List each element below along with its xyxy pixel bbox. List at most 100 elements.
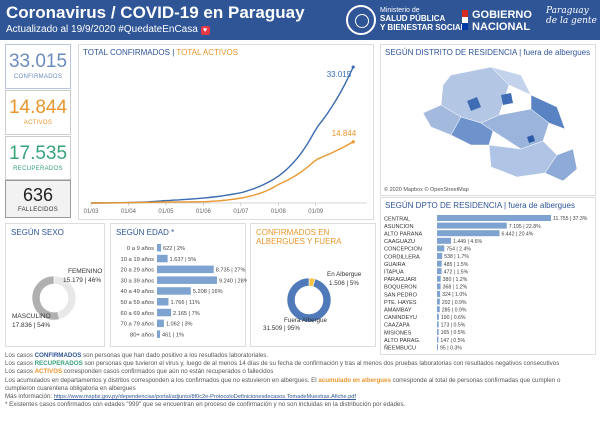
activos-endpoint: [351, 140, 355, 144]
info-link[interactable]: https://www.mspbs.gov.py/dependencias/po…: [53, 394, 356, 401]
dpto-value: 11.755 | 37.3%: [553, 216, 588, 222]
dpto-value: 285 | 0.9%: [442, 307, 467, 313]
dpto-bar: [437, 237, 452, 244]
age-label: 60 a 69 años: [120, 311, 154, 317]
x-tick-label: 01/08: [271, 209, 287, 215]
dpto-label: CAAZAPA: [384, 323, 410, 329]
dpto-value: 472 | 1.5%: [444, 269, 469, 275]
page-subtitle: Actualizado al 19/9/2020 #QuedateEnCasa …: [6, 24, 210, 35]
slice-fuera-albergue: [286, 277, 332, 323]
dpto-label: CAAGUAZU: [384, 239, 415, 245]
x-tick-label: 01/06: [196, 209, 212, 215]
dpto-value: 95 | 0.3%: [440, 345, 462, 351]
label-en-albergue: En Albergue: [327, 271, 362, 278]
gov-line1: GOBIERNO: [472, 9, 532, 21]
note-confirmados: Los casos CONFIRMADOS son personas que h…: [5, 352, 269, 359]
dpto-bar: [437, 344, 438, 351]
dpto-panel[interactable]: SEGÚN DPTO DE RESIDENCIA | fuera de albe…: [380, 197, 596, 355]
age-label: 20 a 29 años: [120, 268, 154, 274]
label-femenino: FEMENINO: [68, 268, 102, 275]
note-recuperados: Los casos RECUPERADOS son personas que t…: [5, 360, 560, 368]
stat-fallecidos[interactable]: 636 FALLECIDOS: [5, 180, 71, 218]
age-bar: [157, 308, 172, 317]
dpto-bar: [437, 298, 440, 305]
dpto-label: GUAIRA: [384, 262, 406, 268]
dpto-value: 754 | 2.4%: [446, 247, 471, 253]
albergue-donut: En Albergue 1.506 | 5% Fuera Albergue31.50…: [263, 271, 362, 332]
note-edades: * Existentes casos confirmados con edade…: [5, 401, 406, 409]
age-bar: [157, 319, 164, 328]
edad-bar-chart: 0 a 9 años 622 | 2% 10 a 19 años 1.637 | 5%…: [120, 244, 247, 338]
albergue-title: CONFIRMADOS EN ALBERGUES Y FUERA: [256, 228, 342, 246]
dpto-bar: [437, 283, 441, 290]
header-bar: Coronavirus / COVID-19 en Paraguay Actua…: [0, 0, 600, 40]
albergue-panel[interactable]: CONFIRMADOS EN ALBERGUES Y FUERA En Albe…: [250, 223, 376, 347]
dpto-bar: [437, 329, 439, 335]
age-label: 0 a 9 años: [127, 246, 154, 252]
dpto-value: 292 | 0.9%: [442, 300, 467, 306]
dpto-label: PTE. HAYES: [384, 300, 417, 306]
age-bar: [157, 276, 217, 284]
dpto-value: 538 | 1.7%: [444, 254, 469, 260]
dpto-label: PARAGUARI: [384, 277, 417, 283]
x-tick-label: 01/05: [158, 209, 174, 215]
label-masculino: MASCULINO: [12, 313, 51, 320]
dpto-label: CANINDEYU: [384, 315, 417, 321]
age-value: 2.165 | 7%: [173, 311, 200, 317]
ministry-seal-icon: [346, 5, 376, 35]
paraguay-map[interactable]: [381, 45, 597, 197]
note-albergues-cont: cumplieron cuarentena obligatoria en alb…: [5, 384, 136, 392]
age-label: 50 a 59 años: [120, 300, 154, 306]
title-separator: |: [169, 48, 177, 57]
stat-confirmados[interactable]: 33.015 CONFIRMADOS: [5, 44, 71, 89]
dpto-bar-chart: CENTRAL 11.755 | 37.3% ASUNCION 7.195 | 22.…: [384, 215, 588, 352]
dpto-label: CENTRAL: [384, 216, 410, 222]
stat-recuperados[interactable]: 17.535 RECUPERADOS: [5, 136, 71, 180]
line-chart-panel[interactable]: TOTAL CONFIRMADOS | TOTAL ACTIVOS 01/03 0…: [78, 44, 374, 220]
stat-label: FALLECIDOS: [17, 207, 58, 213]
dpto-bar: [437, 222, 507, 229]
slogan-line2: de la gente: [546, 16, 597, 26]
dpto-title: SEGÚN DPTO DE RESIDENCIA | fuera de albe…: [385, 201, 576, 210]
dpto-label: ÑEEMBUCU: [384, 345, 416, 352]
sexo-panel[interactable]: SEGÚN SEXO FEMENINO 15.179 | 46% MASCULINO…: [5, 223, 105, 347]
stat-activos[interactable]: 14.844 ACTIVOS: [5, 90, 71, 135]
age-value: 622 | 2%: [163, 246, 185, 252]
dpto-label: CONCEPCION: [384, 247, 422, 253]
age-value: 1.062 | 3%: [166, 322, 193, 328]
age-value: 5.208 | 16%: [193, 289, 223, 295]
dpto-value: 147 | 0.5%: [440, 338, 465, 344]
ministry-line1: Ministerio de: [380, 7, 420, 14]
dpto-value: 380 | 1.2%: [443, 277, 468, 283]
edad-panel[interactable]: SEGÚN EDAD * 0 a 9 años 622 | 2% 10 a 19 a…: [110, 223, 247, 347]
confirmados-endpoint: [351, 65, 355, 69]
age-bar: [157, 244, 162, 252]
heart-icon: ♥: [200, 26, 210, 35]
map-title-note: | fuera de albergues: [516, 48, 591, 57]
value-en-albergue: 1.506 | 5%: [329, 280, 359, 287]
label-fuera-albergue: Fuera Albergue: [284, 317, 328, 324]
stat-label: ACTIVOS: [23, 120, 53, 126]
map-panel[interactable]: SEGÚN DISTRITO DE RESIDENCIA | fuera de …: [380, 44, 596, 196]
x-tick-label: 01/07: [233, 209, 249, 215]
dpto-label: ALTO PARANA: [384, 232, 423, 238]
stat-label: CONFIRMADOS: [13, 74, 63, 80]
ministry-line3: Y BIENESTAR SOCIAL: [380, 23, 466, 32]
title-activos: TOTAL ACTIVOS: [176, 48, 239, 57]
dpto-value: 190 | 0.6%: [441, 315, 466, 321]
age-value: 8.735 | 27%: [216, 268, 246, 274]
age-value: 461 | 1%: [162, 332, 184, 338]
note-activos: Los casos ACTIVOS corresponden casos con…: [5, 368, 274, 376]
value-masculino: 17.836 | 54%: [12, 322, 50, 329]
dpto-value: 165 | 0.5%: [441, 330, 466, 336]
age-label: 10 a 19 años: [120, 257, 154, 263]
dpto-bar: [437, 336, 439, 343]
line-chart-title: TOTAL CONFIRMADOS | TOTAL ACTIVOS: [83, 48, 238, 57]
series-activos-line: [91, 141, 354, 204]
age-bar: [157, 330, 160, 338]
ministry-line2: SALUD PÚBLICA: [380, 14, 446, 23]
slice-masculino: [31, 275, 60, 321]
x-tick-label: 01/09: [308, 209, 324, 215]
edad-title-note: *: [171, 228, 175, 237]
age-bar: [157, 287, 191, 295]
